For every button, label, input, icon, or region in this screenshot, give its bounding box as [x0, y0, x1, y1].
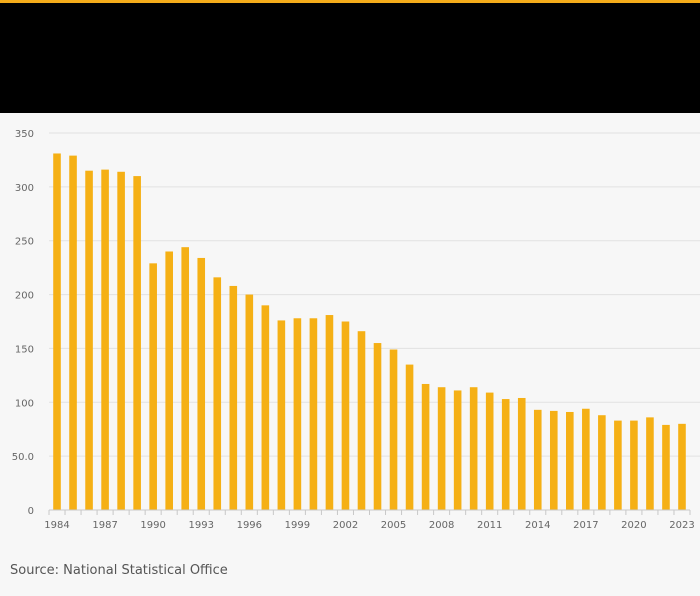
y-tick-label: 50.0	[12, 452, 34, 463]
y-tick-label: 150	[15, 344, 34, 355]
bar-2008	[437, 387, 446, 510]
bar-2001	[325, 315, 334, 510]
bar-2017	[582, 408, 590, 510]
bar-1992	[181, 247, 190, 510]
source-note: Source: National Statistical Office	[10, 563, 228, 578]
bar-1998	[277, 320, 286, 510]
y-tick-label: 0	[28, 506, 34, 517]
bar-1996	[245, 294, 254, 510]
x-tick-label: 2005	[381, 520, 406, 531]
bar-2002	[341, 321, 350, 510]
x-tick-label: 1999	[285, 520, 310, 531]
bar-1986	[85, 170, 93, 510]
bar-2009	[453, 390, 462, 510]
bar-2012	[501, 399, 510, 510]
y-tick-label: 100	[15, 398, 34, 409]
bar-2006	[405, 364, 414, 510]
chart-area: 0 50.0 100 150 200 250 300 350 1984 1987 1990 1993 1…	[0, 113, 700, 553]
bar-2019	[614, 420, 622, 510]
x-tick-label: 2002	[333, 520, 358, 531]
bar-2007	[421, 383, 430, 510]
x-tick-label: 2008	[429, 520, 454, 531]
bar-2016	[566, 411, 574, 510]
bar-2021	[646, 417, 654, 510]
y-tick-label: 300	[15, 183, 34, 194]
bar-1993	[197, 257, 206, 510]
x-tick-label: 1993	[189, 520, 214, 531]
bar-2000	[309, 318, 318, 510]
bar-2015	[549, 410, 558, 510]
x-tick-label: 1996	[237, 520, 262, 531]
x-tick-label: 2011	[477, 520, 502, 531]
bar-1997	[261, 305, 270, 510]
bar-1985	[69, 155, 77, 510]
bar-1995	[229, 285, 238, 510]
x-tick-label: 1990	[140, 520, 165, 531]
bar-1990	[149, 263, 157, 510]
bar-2003	[357, 331, 366, 510]
bar-1987	[101, 169, 109, 510]
bar-2023	[678, 423, 686, 510]
bar-1991	[165, 251, 173, 511]
bar-1994	[213, 277, 222, 510]
bar-2018	[598, 415, 606, 510]
x-tick-label: 2023	[669, 520, 694, 531]
y-tick-label: 350	[15, 129, 34, 140]
y-tick-label: 250	[15, 237, 34, 248]
header-banner	[0, 0, 700, 113]
bar-chart: 0 50.0 100 150 200 250 300 350 1984 1987 1990 1993 1…	[12, 129, 700, 531]
x-tick-label: 2014	[525, 520, 550, 531]
x-tick-label: 1987	[92, 520, 117, 531]
y-tick-label: 200	[15, 291, 34, 302]
bar-2022	[662, 424, 670, 510]
bar-2010	[469, 387, 478, 510]
x-tick-label: 2017	[573, 520, 598, 531]
bar-2004	[373, 343, 382, 510]
bar-1984	[53, 153, 61, 510]
bar-1988	[117, 171, 125, 510]
bar-1999	[293, 318, 302, 510]
bar-2005	[389, 349, 398, 510]
bar-2013	[517, 397, 526, 510]
bar-2011	[485, 392, 494, 510]
x-tick-label: 2020	[621, 520, 646, 531]
x-tick-label: 1984	[44, 520, 69, 531]
bar-1989	[133, 176, 141, 510]
bar-2020	[630, 420, 638, 510]
bar-2014	[533, 409, 542, 510]
